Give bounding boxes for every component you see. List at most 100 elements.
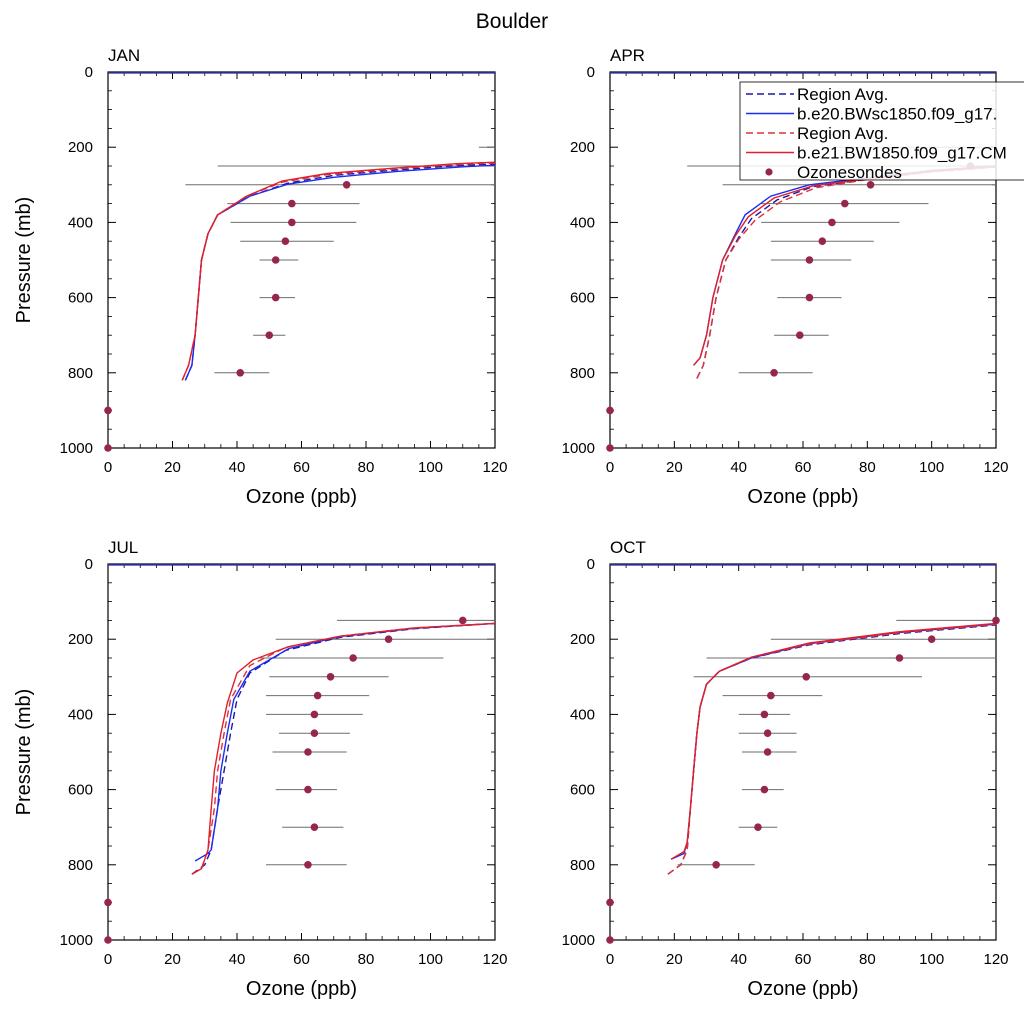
x-tick-label: 40	[730, 951, 747, 968]
x-tick-label: 40	[229, 951, 246, 968]
x-tick-label: 80	[859, 459, 876, 476]
y-tick-label: 400	[68, 706, 93, 723]
legend-label-2: b.e20.BWsc1850.f09_g17.	[797, 105, 997, 124]
x-tick-label: 120	[482, 951, 507, 968]
ozonesonde-point	[770, 369, 778, 377]
ozonesonde-point	[313, 691, 322, 700]
x-tick-label: 20	[164, 459, 181, 476]
ozonesonde-point	[104, 406, 112, 415]
series-line-2	[194, 622, 495, 862]
x-tick-label: 60	[293, 459, 310, 476]
y-tick-label: 800	[570, 365, 595, 382]
legend-label-5: Ozonesondes	[797, 163, 902, 182]
ozonesonde-point	[754, 823, 762, 831]
series-line-1	[191, 622, 495, 875]
y-tick-label: 800	[68, 365, 93, 382]
ozonesonde-point	[304, 861, 312, 869]
x-tick-label: 120	[983, 951, 1008, 968]
figure-title: Boulder	[476, 10, 548, 33]
panel-oct: OCT 0 20 40 60 80 100 120 0 200 400 600 800 1000 Ozone…	[562, 538, 1009, 1000]
plot-frame	[107, 71, 496, 449]
legend-marker-ozonesondes	[765, 168, 773, 176]
plot-area	[108, 564, 495, 875]
series-line-4	[191, 622, 495, 875]
x-tick-label: 100	[919, 951, 944, 968]
ozonesonde-point	[271, 293, 280, 302]
ozonesonde-point	[349, 654, 357, 662]
x-tick-label: 60	[795, 459, 812, 476]
ozonesonde-point	[236, 369, 245, 377]
ozonesonde-point	[763, 748, 772, 756]
ozonesonde-point	[606, 936, 614, 944]
y-tick-label: 1000	[562, 440, 595, 457]
y-tick-label: 1000	[60, 932, 93, 949]
x-tick-label: 40	[229, 459, 246, 476]
ozonesonde-point	[805, 293, 814, 302]
x-tick-label: 100	[919, 459, 944, 476]
ozonesonde-point	[104, 444, 112, 452]
ozonesonde-point	[712, 861, 720, 869]
ozonesonde-point	[606, 406, 614, 415]
x-tick-label: 40	[730, 459, 747, 476]
y-tick-label: 0	[587, 556, 595, 573]
x-axis-label: Ozone (ppb)	[747, 978, 858, 1000]
ozonesonde-point	[288, 218, 296, 227]
x-axis-label: Ozone (ppb)	[246, 978, 357, 1000]
x-tick-label: 20	[164, 951, 181, 968]
ozonesonde-point	[265, 331, 274, 340]
series-line-3	[696, 166, 996, 379]
x-tick-label: 20	[666, 951, 683, 968]
y-tick-label: 400	[570, 706, 595, 723]
series-line-4	[693, 165, 996, 366]
series-line-3	[191, 622, 495, 875]
ozonesonde-point	[310, 823, 319, 831]
panel-apr: APR 0 20 40 60 80 100 120 0 200 400 600 800 1000 Ozone…	[562, 46, 1009, 508]
series-line-2	[184, 164, 495, 381]
ozonesonde-point	[767, 691, 775, 700]
y-tick-label: 600	[570, 782, 595, 799]
ozonesonde-point	[818, 237, 827, 245]
y-tick-label: 800	[570, 857, 595, 874]
ozonesonde-point	[992, 616, 1000, 625]
ozonesonde-point	[281, 237, 290, 245]
panel-jan: JAN 0 20 40 60 80 100 120 0 200 400 600 800 1000 Ozone…	[13, 46, 508, 508]
y-tick-label: 400	[68, 214, 93, 231]
ozonesonde-point	[895, 654, 904, 662]
x-tick-label: 60	[293, 951, 310, 968]
x-tick-label: 80	[358, 459, 375, 476]
y-tick-label: 200	[68, 631, 93, 648]
legend: Region Avg.b.e20.BWsc1850.f09_g17.Region…	[739, 81, 1024, 182]
x-axis-label: Ozone (ppb)	[246, 486, 357, 508]
y-tick-label: 400	[570, 214, 595, 231]
y-tick-label: 800	[68, 857, 93, 874]
plot-area	[108, 72, 495, 381]
legend-box	[739, 81, 1024, 181]
legend-label-3: Region Avg.	[797, 124, 888, 143]
series-line-2	[670, 623, 996, 860]
ozonesonde-point	[384, 635, 393, 643]
x-tick-label: 80	[358, 951, 375, 968]
ozonesonde-point	[104, 898, 112, 907]
ozonesonde-point	[763, 729, 772, 737]
ozonesonde-point	[795, 331, 804, 340]
ozonesonde-point	[802, 673, 811, 681]
ozonesonde-point	[271, 256, 280, 264]
ozonesonde-point	[458, 616, 467, 625]
ozonesonde-point	[288, 199, 296, 208]
x-tick-label: 80	[859, 951, 876, 968]
x-tick-label: 0	[104, 951, 112, 968]
ozonesonde-point	[828, 218, 836, 227]
ozonesonde-point	[866, 181, 875, 189]
y-tick-label: 600	[68, 290, 93, 307]
y-tick-label: 1000	[60, 440, 93, 457]
y-tick-label: 0	[85, 556, 93, 573]
ozonesonde-point	[104, 936, 112, 944]
panel-title: JUL	[108, 538, 138, 557]
y-tick-label: 200	[570, 139, 595, 156]
plot-area	[610, 564, 996, 875]
ozonesonde-point	[310, 710, 319, 719]
x-tick-label: 20	[666, 459, 683, 476]
x-tick-label: 100	[418, 951, 443, 968]
